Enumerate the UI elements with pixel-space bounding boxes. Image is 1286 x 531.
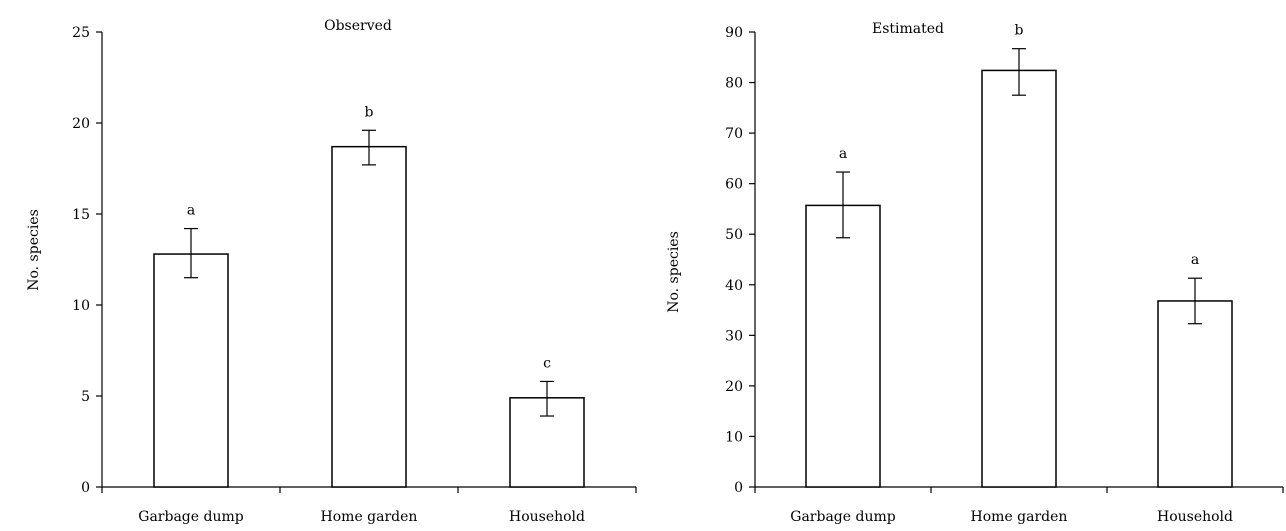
bar (981, 69, 1057, 488)
y-tick-label: 0 (734, 480, 743, 496)
y-tick-label: 10 (72, 298, 90, 314)
y-axis-label: No. species (666, 231, 682, 313)
y-tick-label: 5 (81, 389, 90, 405)
chart-title: Estimated (872, 21, 944, 37)
estimated-chart: 0 10 20 30 40 50 60 70 80 90 a Garbage dump b Home ga… (666, 21, 1284, 525)
y-tick-label: 25 (72, 25, 90, 41)
y-tick-label: 80 (725, 76, 743, 92)
y-tick-label: 10 (725, 429, 743, 445)
bar (805, 204, 881, 488)
significance-letter: a (839, 146, 847, 162)
y-tick-label: 60 (725, 177, 743, 193)
y-tick-label: 20 (725, 379, 743, 395)
y-tick-label: 0 (81, 480, 90, 496)
y-tick-label: 20 (72, 116, 90, 132)
x-category-label: Household (1157, 509, 1233, 525)
x-category-label: Home garden (321, 509, 418, 525)
y-tick-label: 50 (725, 227, 743, 243)
y-tick-label: 40 (725, 278, 743, 294)
y-tick-label: 30 (725, 328, 743, 344)
x-category-label: Garbage dump (138, 509, 243, 525)
y-tick-label: 15 (72, 207, 90, 223)
significance-letter: a (187, 203, 195, 219)
chart-title: Observed (324, 18, 392, 34)
observed-chart: 0 5 10 15 20 25 a Garbage dump b Home garden c Hous… (26, 18, 637, 525)
x-category-label: Home garden (971, 509, 1068, 525)
y-tick-label: 70 (725, 126, 743, 142)
bar (331, 145, 407, 488)
significance-letter: b (365, 104, 374, 120)
y-axis-label: No. species (26, 209, 42, 291)
x-category-label: Household (509, 509, 585, 525)
significance-letter: c (543, 355, 551, 371)
significance-letter: a (1191, 252, 1199, 268)
bar (1157, 300, 1233, 488)
x-category-label: Garbage dump (790, 509, 895, 525)
significance-letter: b (1015, 23, 1024, 39)
bar (153, 253, 229, 488)
y-tick-label: 90 (725, 25, 743, 41)
